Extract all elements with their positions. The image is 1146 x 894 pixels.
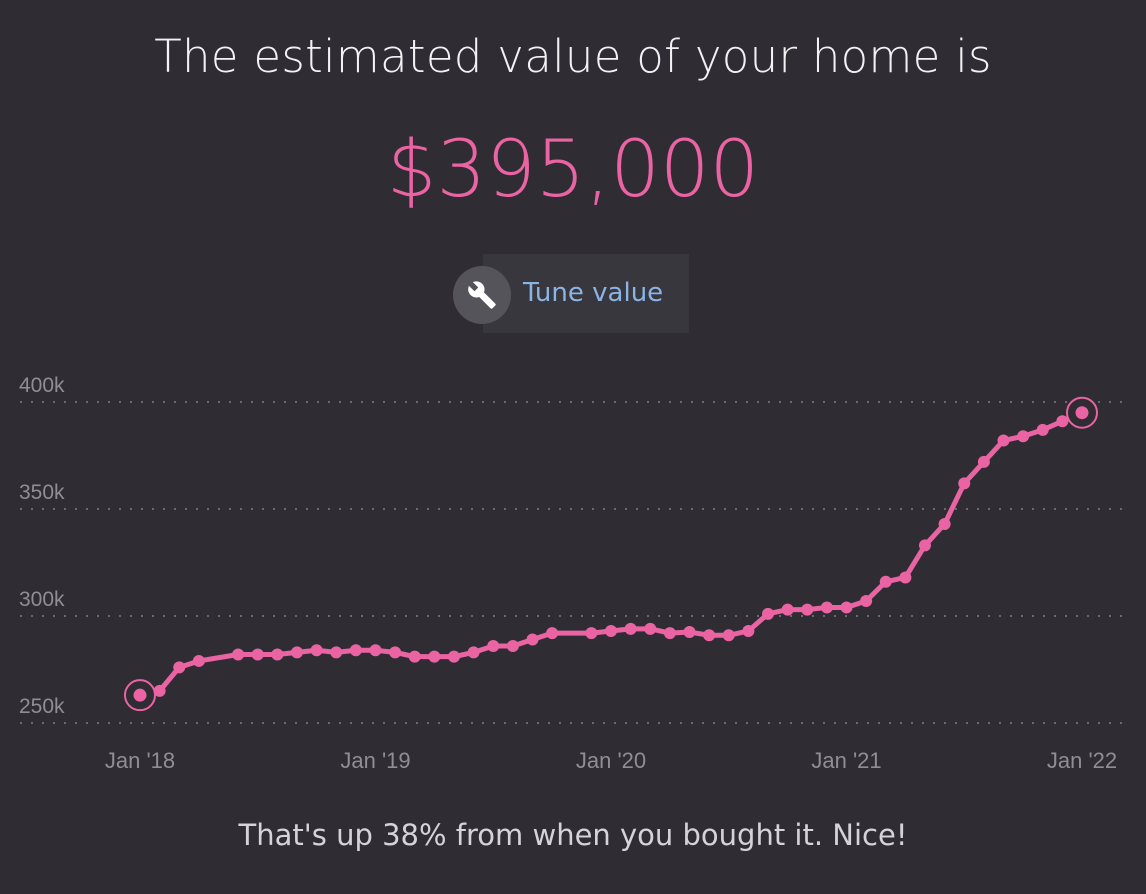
- data-point: [467, 646, 480, 659]
- data-point: [291, 646, 303, 659]
- data-point: [1017, 430, 1030, 443]
- data-point: [958, 477, 971, 490]
- data-point: [742, 624, 755, 637]
- data-point: [251, 648, 264, 661]
- data-point: [683, 626, 696, 639]
- data-point: [762, 607, 774, 620]
- x-tick-label: Jan '22: [1047, 748, 1117, 773]
- data-point: [644, 622, 657, 635]
- data-point: [173, 661, 186, 674]
- data-point: [860, 595, 873, 608]
- data-point: [389, 646, 402, 659]
- data-point: [369, 644, 382, 657]
- data-point: [605, 624, 617, 637]
- data-point: [703, 629, 716, 642]
- data-point: [133, 688, 147, 702]
- data-point: [801, 603, 814, 616]
- data-point: [899, 571, 912, 584]
- y-tick-label: 300k: [19, 588, 65, 611]
- data-point: [585, 627, 598, 640]
- data-point: [506, 639, 519, 652]
- tune-value-label[interactable]: Tune value: [523, 278, 664, 308]
- wrench-icon[interactable]: [453, 266, 511, 324]
- data-point: [1036, 423, 1049, 436]
- data-point: [820, 601, 833, 614]
- data-point: [919, 539, 931, 552]
- data-point: [840, 601, 853, 614]
- data-point: [271, 648, 284, 661]
- data-point: [408, 650, 421, 663]
- data-point: [663, 627, 676, 640]
- data-point: [977, 455, 990, 468]
- data-point: [624, 622, 637, 635]
- data-point: [722, 629, 735, 642]
- x-tick-label: Jan '19: [340, 748, 410, 773]
- data-point: [310, 644, 323, 657]
- x-tick-label: Jan '18: [105, 748, 175, 773]
- home-value-chart: 400k 350k 300k 250k Jan '18 Jan '19 Jan '20 Jan…: [19, 374, 1125, 773]
- y-tick-label: 250k: [19, 695, 65, 718]
- y-tick-label: 400k: [19, 374, 65, 397]
- data-point: [879, 575, 892, 588]
- headline: The estimated value of your home is: [154, 30, 992, 83]
- data-point: [938, 517, 951, 530]
- data-point: [1056, 415, 1069, 428]
- data-point: [232, 648, 245, 661]
- data-point: [330, 646, 343, 659]
- data-point: [487, 639, 500, 652]
- x-tick-label: Jan '20: [576, 748, 646, 773]
- estimated-value: $395,000: [386, 125, 760, 215]
- data-point: [1075, 406, 1089, 420]
- data-point: [349, 644, 362, 657]
- x-tick-label: Jan '21: [811, 748, 881, 773]
- y-tick-label: 350k: [19, 481, 65, 504]
- data-point: [428, 650, 441, 663]
- data-point: [997, 434, 1010, 447]
- data-point: [546, 627, 559, 640]
- data-point: [526, 633, 539, 646]
- data-point: [448, 650, 460, 663]
- data-point: [781, 603, 794, 616]
- tune-value-button[interactable]: [483, 254, 689, 333]
- summary-text: That's up 38% from when you bought it. N…: [238, 818, 908, 852]
- data-point: [153, 684, 166, 697]
- data-point: [192, 654, 205, 667]
